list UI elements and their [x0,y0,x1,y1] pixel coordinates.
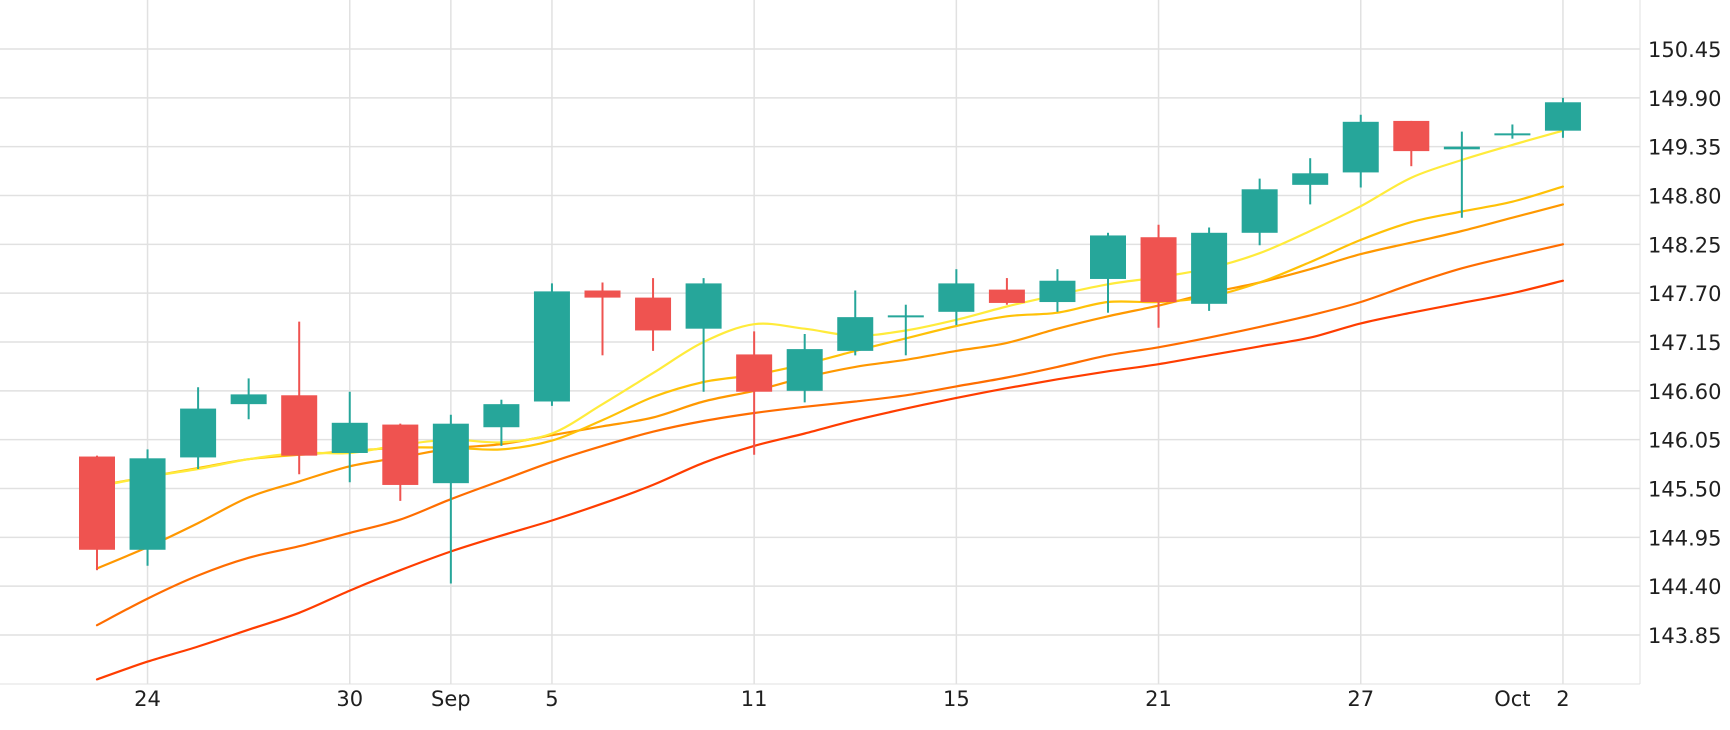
time-tick-label: 2 [1556,687,1569,711]
candle-body [1393,120,1430,152]
candle-body [382,424,419,485]
candle-body [938,283,975,312]
price-tick-label: 148.80 [1648,185,1721,209]
candle-down [1393,120,1430,167]
candle-body [331,422,368,453]
time-tick-label: 30 [336,687,363,711]
candle-up [685,278,722,392]
candle-up [1292,158,1329,205]
candle-up [533,283,570,406]
candle-down [382,423,419,501]
candle-down [736,331,773,455]
candle-body [1191,232,1228,304]
grid [0,0,1640,684]
moving-average-line [95,203,1564,570]
candle-body [1342,121,1379,173]
candle-body [736,354,773,392]
candle-up [129,449,166,566]
price-tick-label: 149.35 [1648,136,1721,160]
candle-body [1140,237,1177,303]
candle-up [180,387,217,469]
candle-body [180,408,217,458]
price-tick-label: 147.70 [1648,282,1721,306]
candle-up [1443,131,1480,218]
candle-up [837,290,874,356]
candle-up [1241,178,1278,246]
time-tick-label: 27 [1347,687,1374,711]
candle-down [988,278,1025,305]
candle-up [331,391,368,483]
price-tick-label: 145.50 [1648,478,1721,502]
time-tick-label: Sep [431,687,471,711]
price-tick-label: 148.25 [1648,233,1721,257]
candle-up [1191,227,1228,311]
candle-up [483,399,520,446]
candle-body [1039,280,1076,303]
candle-body [1090,235,1126,279]
candle-body [1241,189,1278,233]
candle-down [79,455,115,571]
candle-body [230,394,267,405]
candle-body [1494,133,1531,136]
time-tick-label: 5 [545,687,558,711]
candle-up [1090,232,1126,313]
time-tick-label: 21 [1145,687,1172,711]
candle-body [1443,146,1480,150]
candle-body [786,349,823,391]
candle-body [685,283,722,329]
candle-up [432,414,469,584]
candle-body [584,290,621,298]
candle-down [584,282,621,356]
candle-body [281,395,318,456]
price-tick-label: 144.40 [1648,575,1721,599]
candle-up [1494,124,1531,139]
candle-up [938,269,975,326]
moving-average-line [95,129,1564,488]
price-tick-label: 150.45 [1648,38,1721,62]
candle-up [887,304,924,356]
candle-down [281,321,318,475]
candle-up [1342,114,1379,188]
candle-body [1292,173,1329,185]
candle-down [635,278,672,351]
moving-average-line [95,243,1564,627]
time-tick-label: 11 [741,687,768,711]
candles [79,97,1581,584]
candle-body [887,315,924,318]
price-tick-label: 147.15 [1648,331,1721,355]
moving-average-line [95,279,1564,681]
time-tick-label: Oct [1494,687,1530,711]
candle-up [230,378,267,420]
candle-body [1544,102,1581,131]
time-tick-label: 15 [943,687,970,711]
price-tick-label: 146.60 [1648,380,1721,404]
axes: 150.45 149.90 149.35 148.80 148.25 147.70 147.… [0,0,1721,711]
price-tick-label: 146.05 [1648,429,1721,453]
candle-body [483,404,520,428]
candle-body [635,297,672,331]
price-tick-label: 149.90 [1648,87,1721,111]
candle-body [79,456,115,550]
time-tick-label: 24 [134,687,161,711]
candle-body [837,317,874,351]
price-tick-label: 143.85 [1648,624,1721,648]
candle-body [988,289,1025,303]
candle-body [432,423,469,484]
candle-body [533,291,570,402]
candle-up [786,334,823,403]
candle-down [1140,224,1177,328]
candle-up [1039,269,1076,312]
price-tick-label: 144.95 [1648,526,1721,550]
candle-body [129,458,166,550]
candle-up [1544,97,1581,138]
